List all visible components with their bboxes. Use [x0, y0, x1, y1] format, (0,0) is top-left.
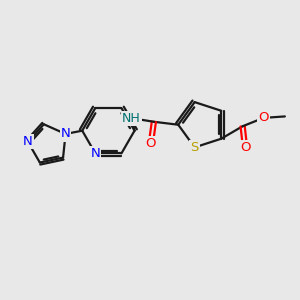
Text: S: S — [190, 141, 199, 154]
Text: NH: NH — [122, 112, 141, 125]
Text: N: N — [90, 147, 100, 160]
Text: O: O — [258, 111, 269, 124]
Text: N: N — [23, 135, 33, 148]
Text: O: O — [146, 137, 156, 150]
Text: N: N — [61, 128, 70, 140]
Text: O: O — [240, 141, 250, 154]
